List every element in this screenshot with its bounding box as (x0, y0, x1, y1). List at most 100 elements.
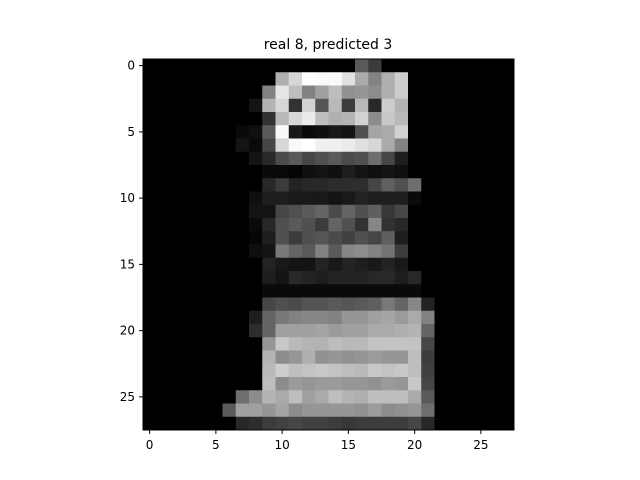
heatmap-cell (182, 244, 197, 259)
heatmap-cell (328, 257, 343, 272)
heatmap-cell (235, 231, 250, 245)
heatmap-cell (394, 271, 409, 285)
heatmap-cell (262, 204, 276, 219)
heatmap-cell (302, 218, 316, 232)
heatmap-cell (143, 416, 157, 431)
heatmap-cell (275, 72, 290, 86)
heatmap-cell (434, 112, 449, 126)
heatmap-cell (355, 98, 369, 113)
heatmap-cell (275, 138, 290, 153)
heatmap-cell (368, 284, 382, 298)
heatmap-cell (275, 310, 290, 325)
heatmap-cell (235, 257, 250, 272)
heatmap-cell (196, 204, 210, 219)
heatmap-cell (315, 403, 329, 418)
heatmap-cell (275, 231, 290, 245)
heatmap-cell (156, 231, 170, 245)
heatmap-cell (368, 244, 382, 259)
heatmap-cell (302, 138, 316, 153)
heatmap-cell (275, 112, 290, 126)
heatmap-cell (262, 271, 276, 285)
heatmap-cell (315, 244, 329, 259)
heatmap-cell (222, 72, 237, 86)
heatmap-cell (315, 337, 329, 351)
heatmap-cell (368, 218, 382, 232)
heatmap-cell (209, 72, 223, 86)
heatmap-cell (487, 403, 502, 418)
heatmap-cell (275, 191, 290, 206)
heatmap-cell (315, 363, 329, 378)
heatmap-cell (461, 284, 475, 298)
heatmap-cell (249, 310, 263, 325)
heatmap-cell (169, 98, 184, 113)
heatmap-cell (381, 297, 396, 312)
heatmap-cell (408, 191, 422, 206)
heatmap-cell (262, 218, 276, 232)
heatmap-cell (235, 244, 250, 259)
heatmap-cell (381, 363, 396, 378)
heatmap-cell (196, 165, 210, 179)
heatmap-cell (143, 363, 157, 378)
heatmap-cell (474, 244, 488, 259)
heatmap-cell (249, 284, 263, 298)
heatmap-cell (196, 178, 210, 192)
heatmap-cell (275, 59, 290, 73)
heatmap-cell (235, 337, 250, 351)
heatmap-cell (222, 112, 237, 126)
heatmap-cell (235, 165, 250, 179)
heatmap-cell (368, 165, 382, 179)
heatmap-cell (249, 324, 263, 338)
heatmap-cell (461, 165, 475, 179)
heatmap-cell (341, 112, 356, 126)
heatmap-cell (328, 390, 343, 404)
heatmap-cell (341, 191, 356, 206)
heatmap-cell (209, 204, 223, 219)
heatmap-cell (169, 151, 184, 166)
heatmap-cell (169, 204, 184, 219)
heatmap-cell (368, 257, 382, 272)
heatmap-cell (368, 324, 382, 338)
heatmap-cell (156, 72, 170, 86)
heatmap-cell (434, 125, 449, 139)
heatmap-cell (447, 191, 462, 206)
heatmap-cell (487, 257, 502, 272)
heatmap-cell (302, 337, 316, 351)
heatmap-cell (341, 178, 356, 192)
heatmap-cell (461, 59, 475, 73)
heatmap-cell (302, 284, 316, 298)
heatmap-cell (302, 257, 316, 272)
heatmap-cell (461, 85, 475, 100)
heatmap-cell (275, 98, 290, 113)
heatmap-cell (169, 218, 184, 232)
heatmap-cell (169, 165, 184, 179)
heatmap-cell (447, 403, 462, 418)
heatmap-cell (143, 98, 157, 113)
heatmap-cell (381, 403, 396, 418)
heatmap-cell (156, 271, 170, 285)
heatmap-cell (447, 324, 462, 338)
heatmap-cell (368, 191, 382, 206)
heatmap-cell (328, 98, 343, 113)
heatmap-cell (196, 138, 210, 153)
heatmap-cell (156, 377, 170, 391)
heatmap-cell (487, 85, 502, 100)
heatmap-cell (434, 98, 449, 113)
heatmap-cell (421, 165, 435, 179)
heatmap-cell (368, 72, 382, 86)
heatmap-cell (275, 363, 290, 378)
heatmap-cell (487, 271, 502, 285)
heatmap-cell (288, 151, 303, 166)
heatmap-cell (143, 377, 157, 391)
heatmap-cell (328, 191, 343, 206)
heatmap-cell (275, 350, 290, 365)
heatmap-cell (461, 218, 475, 232)
heatmap-cell (500, 218, 515, 232)
heatmap-cell (421, 324, 435, 338)
heatmap-cell (381, 112, 396, 126)
heatmap-cell (355, 72, 369, 86)
heatmap-cell (341, 403, 356, 418)
heatmap-cell (222, 337, 237, 351)
heatmap-cell (355, 138, 369, 153)
heatmap-cell (394, 112, 409, 126)
heatmap-cell (182, 59, 197, 73)
